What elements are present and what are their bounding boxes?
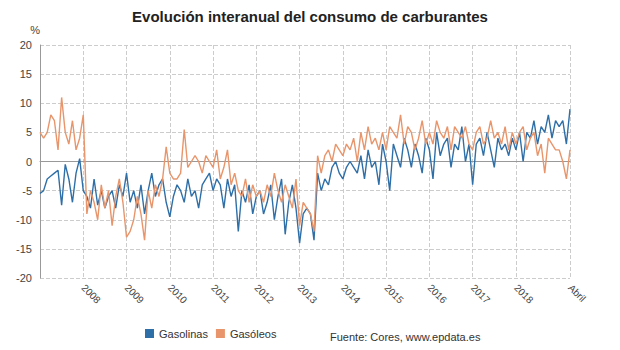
svg-text:Fuente: Cores, www.epdata.es: Fuente: Cores, www.epdata.es	[330, 331, 481, 343]
svg-text:2008: 2008	[79, 282, 103, 306]
svg-text:Evolución interanual del consu: Evolución interanual del consumo de carb…	[132, 8, 488, 25]
svg-text:-10: -10	[16, 214, 32, 226]
svg-text:%: %	[30, 24, 40, 36]
svg-text:2014: 2014	[339, 282, 363, 306]
svg-text:Gasóleos: Gasóleos	[230, 328, 277, 340]
svg-text:2018: 2018	[512, 282, 536, 306]
svg-text:2017: 2017	[469, 282, 493, 306]
svg-text:2011: 2011	[209, 282, 232, 305]
svg-text:Abril: Abril	[566, 282, 588, 304]
svg-text:10: 10	[20, 97, 32, 109]
svg-text:20: 20	[20, 39, 32, 51]
svg-text:0: 0	[26, 156, 32, 168]
svg-text:2016: 2016	[425, 282, 449, 306]
svg-text:2009: 2009	[123, 282, 147, 306]
svg-text:-15: -15	[16, 243, 32, 255]
svg-text:15: 15	[20, 68, 32, 80]
svg-text:-20: -20	[16, 272, 32, 284]
svg-text:5: 5	[26, 126, 32, 138]
svg-text:2013: 2013	[296, 282, 320, 306]
svg-text:-5: -5	[22, 185, 32, 197]
svg-text:2015: 2015	[382, 282, 406, 306]
svg-text:Gasolinas: Gasolinas	[159, 328, 208, 340]
svg-text:2012: 2012	[252, 282, 276, 306]
svg-text:2010: 2010	[166, 282, 190, 306]
